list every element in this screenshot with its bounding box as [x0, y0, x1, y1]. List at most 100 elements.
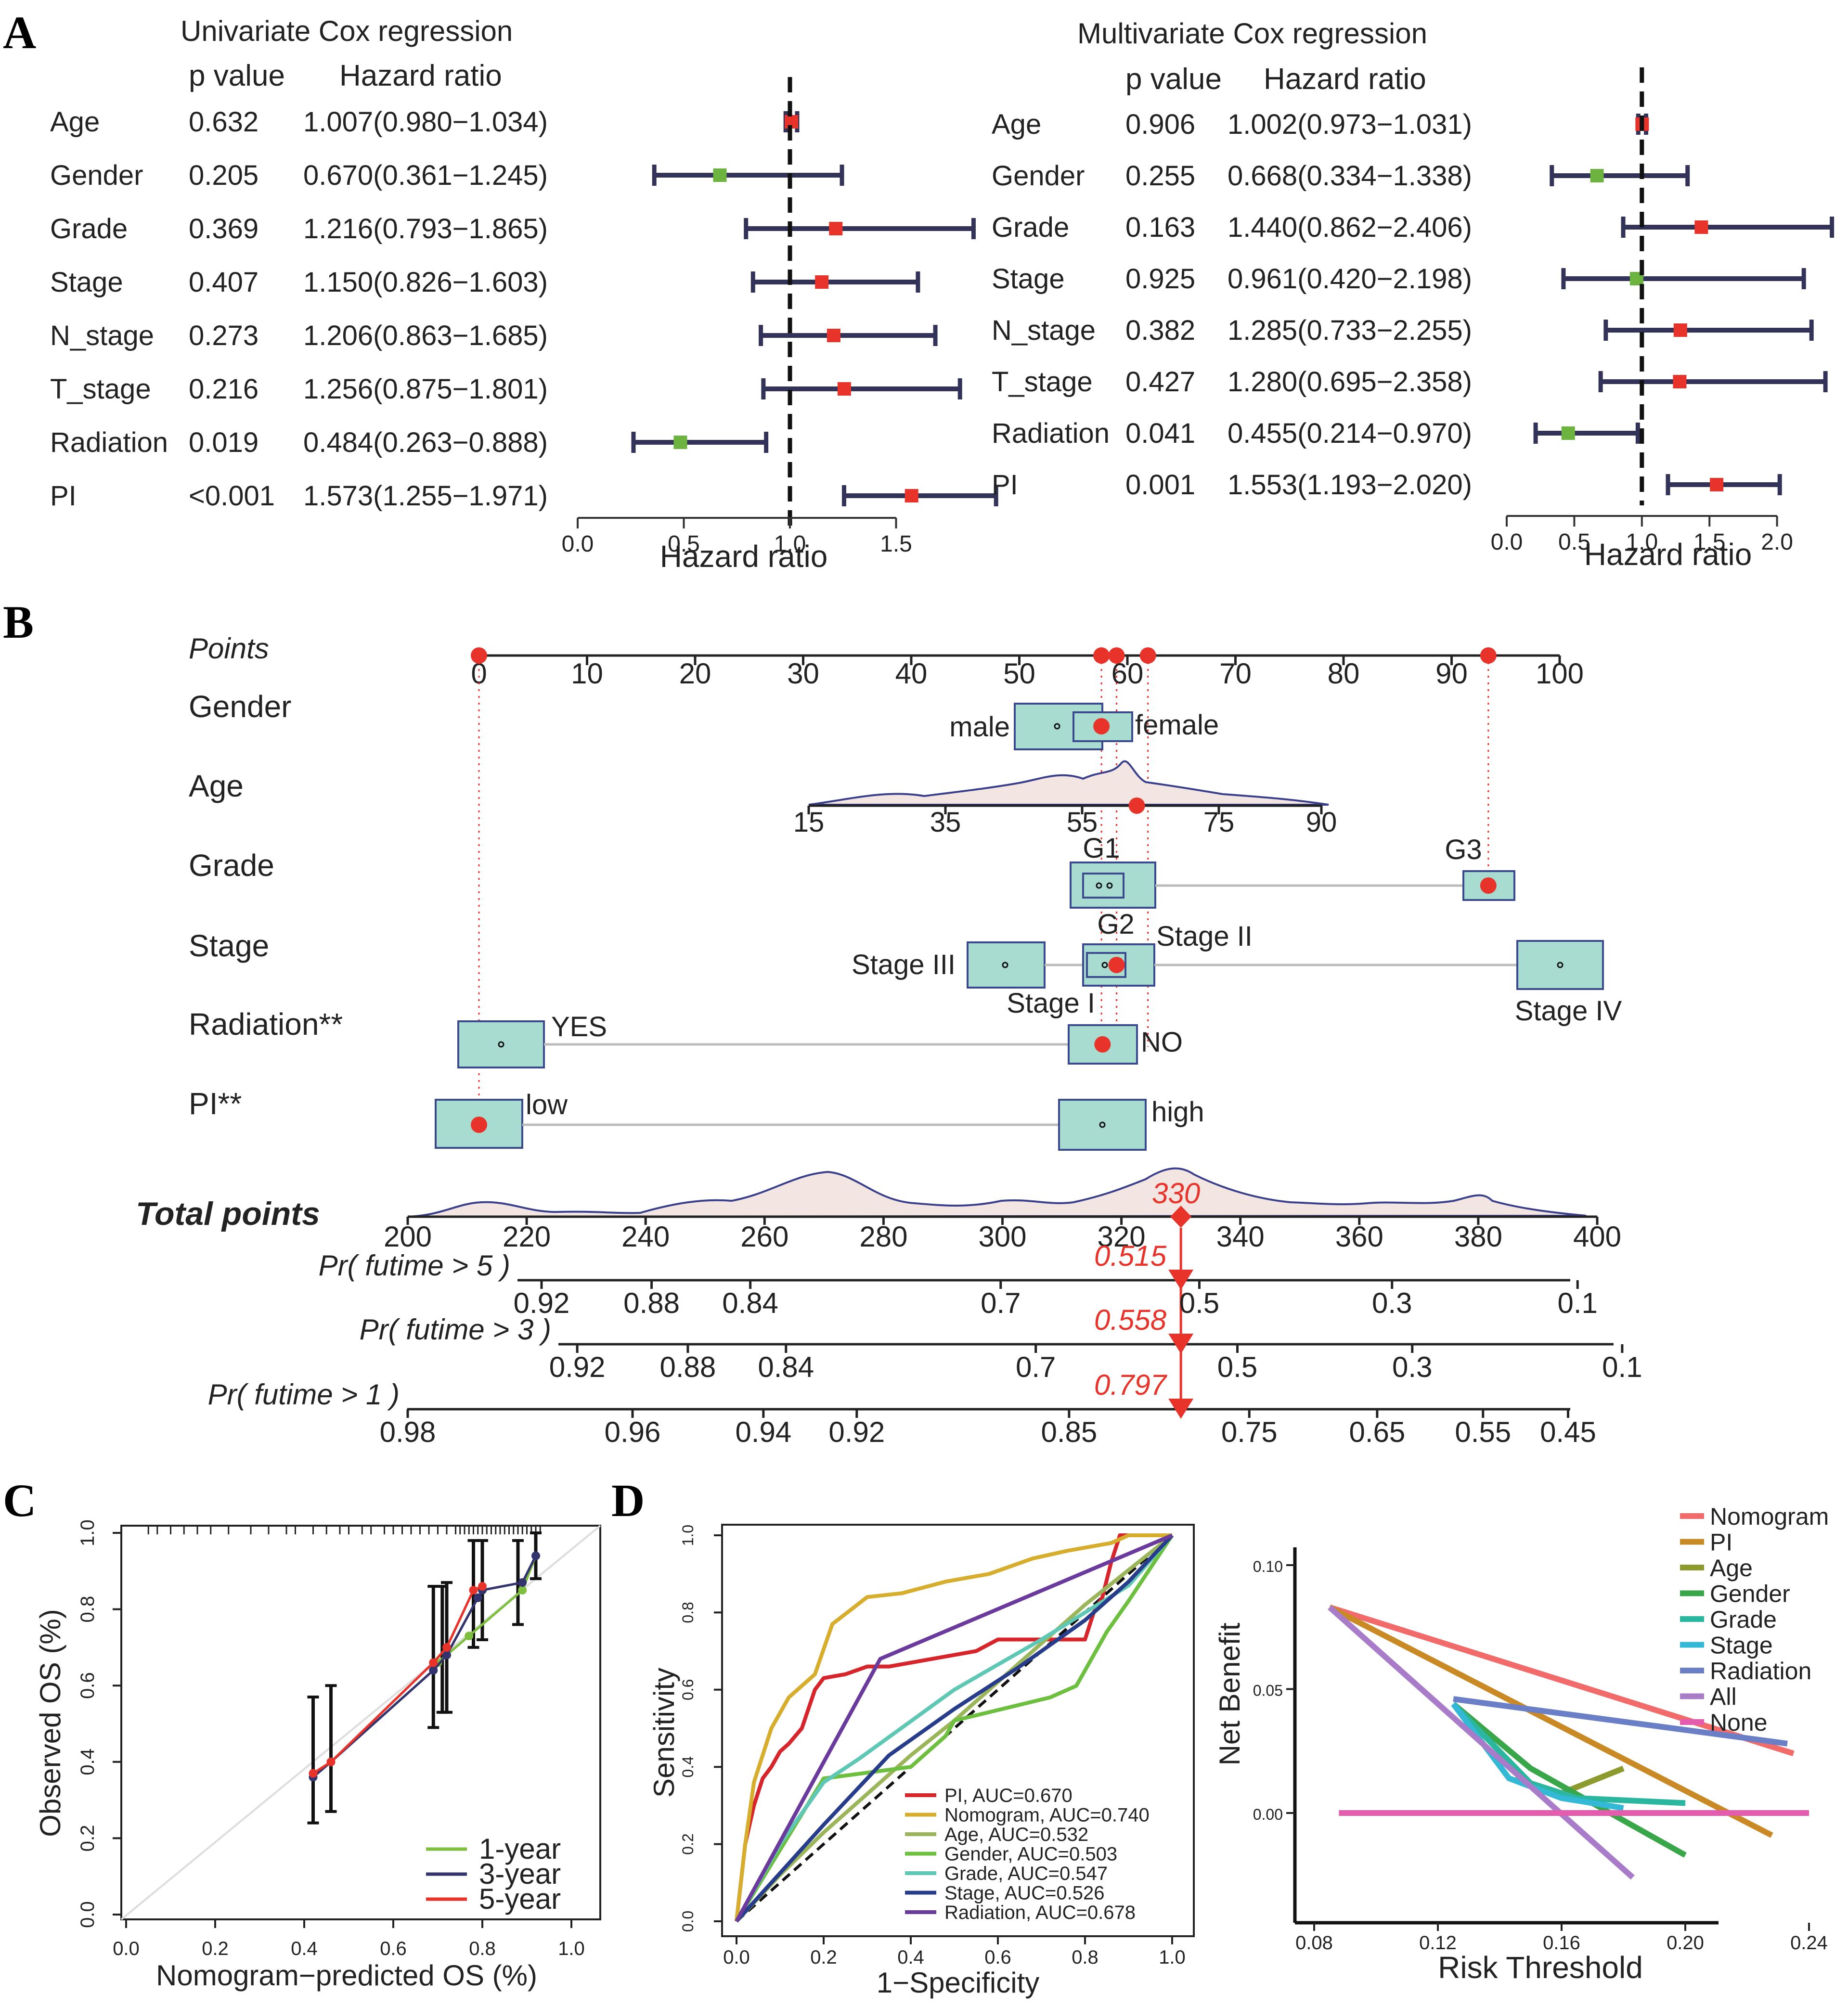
row-p-pi: <0.001: [189, 480, 275, 512]
x-tick-label: 0.4: [897, 1947, 924, 1968]
prob-marker-3: [1168, 1399, 1194, 1419]
stage-iv-center: [1557, 962, 1564, 968]
row-p-grade: 0.369: [189, 213, 258, 244]
p-value-header: p value: [1125, 63, 1222, 96]
dca-curve-gender: [1451, 1701, 1687, 1858]
row-p-t-stage: 0.427: [1125, 366, 1195, 398]
points-tick-label: 80: [1328, 657, 1360, 690]
point-1-year: [518, 1585, 527, 1595]
prob-marker-1: [1168, 1270, 1194, 1290]
panel-label-a: A: [3, 7, 36, 58]
point-5-year: [442, 1643, 451, 1652]
legend-label-stage: Stage: [1710, 1632, 1773, 1659]
stage-selected-marker: [1108, 957, 1125, 973]
roc-curve-stage-auc-0-526: [735, 1534, 1174, 1923]
age-tick-label: 55: [1067, 807, 1098, 838]
legend-label-5-year: 5-year: [479, 1883, 561, 1915]
x-axis-title: 1−Specificity: [877, 1967, 1040, 1999]
prob-tick-label: 0.7: [981, 1287, 1021, 1319]
y-tick-label: 0.8: [679, 1602, 697, 1623]
total-points-tick-label: 220: [503, 1221, 551, 1253]
legend-label: Radiation, AUC=0.678: [944, 1902, 1136, 1923]
series-3-year: [312, 1555, 537, 1778]
legend-label: Gender, AUC=0.503: [944, 1844, 1117, 1865]
age-density: [808, 760, 1329, 806]
x-tick-label: 0.12: [1419, 1932, 1457, 1954]
row-label-grade: Grade: [50, 213, 128, 244]
row-hr-age: 1.002(0.973−1.031): [1228, 109, 1472, 140]
row-hr-pi: 1.553(1.193−2.020): [1228, 469, 1472, 501]
prob-tick-label: 0.55: [1455, 1416, 1511, 1448]
total-points-tick-label: 340: [1216, 1221, 1265, 1253]
points-tick-label: 100: [1536, 657, 1584, 690]
row-hr-gender: 0.670(0.361−1.245): [303, 160, 548, 191]
row-hr-grade: 1.440(0.862−2.406): [1228, 212, 1472, 243]
points-tick-label: 70: [1219, 657, 1252, 690]
x-tick-label: 0.0: [562, 531, 594, 557]
x-tick-label: 0.0: [723, 1947, 750, 1968]
points-tick-label: 90: [1435, 657, 1468, 690]
legend-label-age: Age: [1710, 1555, 1753, 1582]
total-points-tick-label: 300: [978, 1221, 1026, 1253]
prob-tick-label: 0.84: [722, 1287, 778, 1319]
decision-curve-plot: 0.08 0.12 0.16 0.20 0.24 0.00 0.05 0.10 Nomogram…: [1214, 1503, 1829, 1985]
total-points-tick-label: 400: [1573, 1221, 1621, 1253]
x-tick-label: 0.5: [668, 531, 700, 557]
x-tick-label: 0.6: [380, 1938, 407, 1959]
level-male: male: [949, 711, 1010, 743]
prob-axis-label-1: Pr( futime > 5 ): [319, 1249, 510, 1282]
x-tick-label: 0.5: [1558, 529, 1590, 555]
roc-curve-nomogram-auc-0-740: [735, 1533, 1172, 1922]
box-g2: [1082, 873, 1124, 899]
point-3-year: [429, 1666, 438, 1675]
total-points-tick-label: 380: [1454, 1221, 1502, 1253]
legend-label-3-year: 3-year: [479, 1858, 561, 1890]
y-tick-label: 1.0: [77, 1519, 98, 1546]
forest-title: Univariate Cox regression: [181, 15, 513, 47]
series-5-year: [312, 1585, 483, 1775]
row-p-age: 0.632: [189, 106, 258, 138]
x-tick-label: 0.2: [810, 1947, 837, 1968]
points-selected-marker: [1480, 647, 1497, 664]
hr-point-radiation: [673, 436, 687, 449]
grade-selected-marker: [1480, 877, 1497, 894]
legend-label: PI, AUC=0.670: [944, 1785, 1073, 1806]
y-axis-title: Sensitivity: [648, 1668, 680, 1798]
total-points-tick-label: 240: [621, 1221, 670, 1253]
prob-tick-label: 0.1: [1602, 1351, 1642, 1383]
stage-iii-center: [1002, 962, 1008, 968]
hr-point-radiation: [1561, 426, 1575, 440]
row-hr-grade: 1.216(0.793−1.865): [303, 213, 548, 244]
y-tick-label: 0.0: [77, 1901, 98, 1928]
row-label-gender: Gender: [50, 160, 143, 191]
var-label-radiation: Radiation**: [189, 1007, 343, 1042]
legend-label-grade: Grade: [1710, 1606, 1777, 1633]
pi-selected-marker: [471, 1117, 487, 1133]
prob-tick-label: 0.7: [1016, 1351, 1056, 1383]
row-label-t-stage: T_stage: [50, 373, 151, 405]
high-center: [1099, 1121, 1106, 1128]
row-label-age: Age: [50, 106, 100, 138]
var-label-pi: PI**: [189, 1086, 242, 1121]
level-g1: G1: [1083, 833, 1120, 864]
hazard-ratio-header: Hazard ratio: [1264, 63, 1426, 96]
prob-tick-label: 0.92: [828, 1416, 885, 1448]
age-tick-label: 35: [930, 807, 961, 838]
plot-frame: [120, 1525, 601, 1920]
y-tick-label: 0.2: [679, 1833, 697, 1854]
legend-label: Age, AUC=0.532: [944, 1824, 1088, 1845]
points-tick-label: 20: [679, 657, 711, 690]
level-yes: YES: [551, 1011, 607, 1042]
legend-label-pi: PI: [1710, 1529, 1732, 1556]
row-p-stage: 0.925: [1125, 263, 1195, 295]
prob-tick-label: 0.94: [735, 1416, 791, 1448]
prob-tick-label: 0.92: [514, 1287, 570, 1319]
prob-tick-label: 0.88: [660, 1351, 716, 1383]
y-tick-label: 0.2: [77, 1825, 98, 1852]
points-selected-marker: [1093, 647, 1110, 664]
y-tick-label: 0.0: [679, 1911, 697, 1932]
y-axis-title: Observed OS (%): [34, 1609, 66, 1837]
prob-value-3: 0.797: [1094, 1369, 1168, 1401]
gender-selected-marker: [1093, 718, 1110, 734]
prob-marker-2: [1168, 1334, 1194, 1354]
